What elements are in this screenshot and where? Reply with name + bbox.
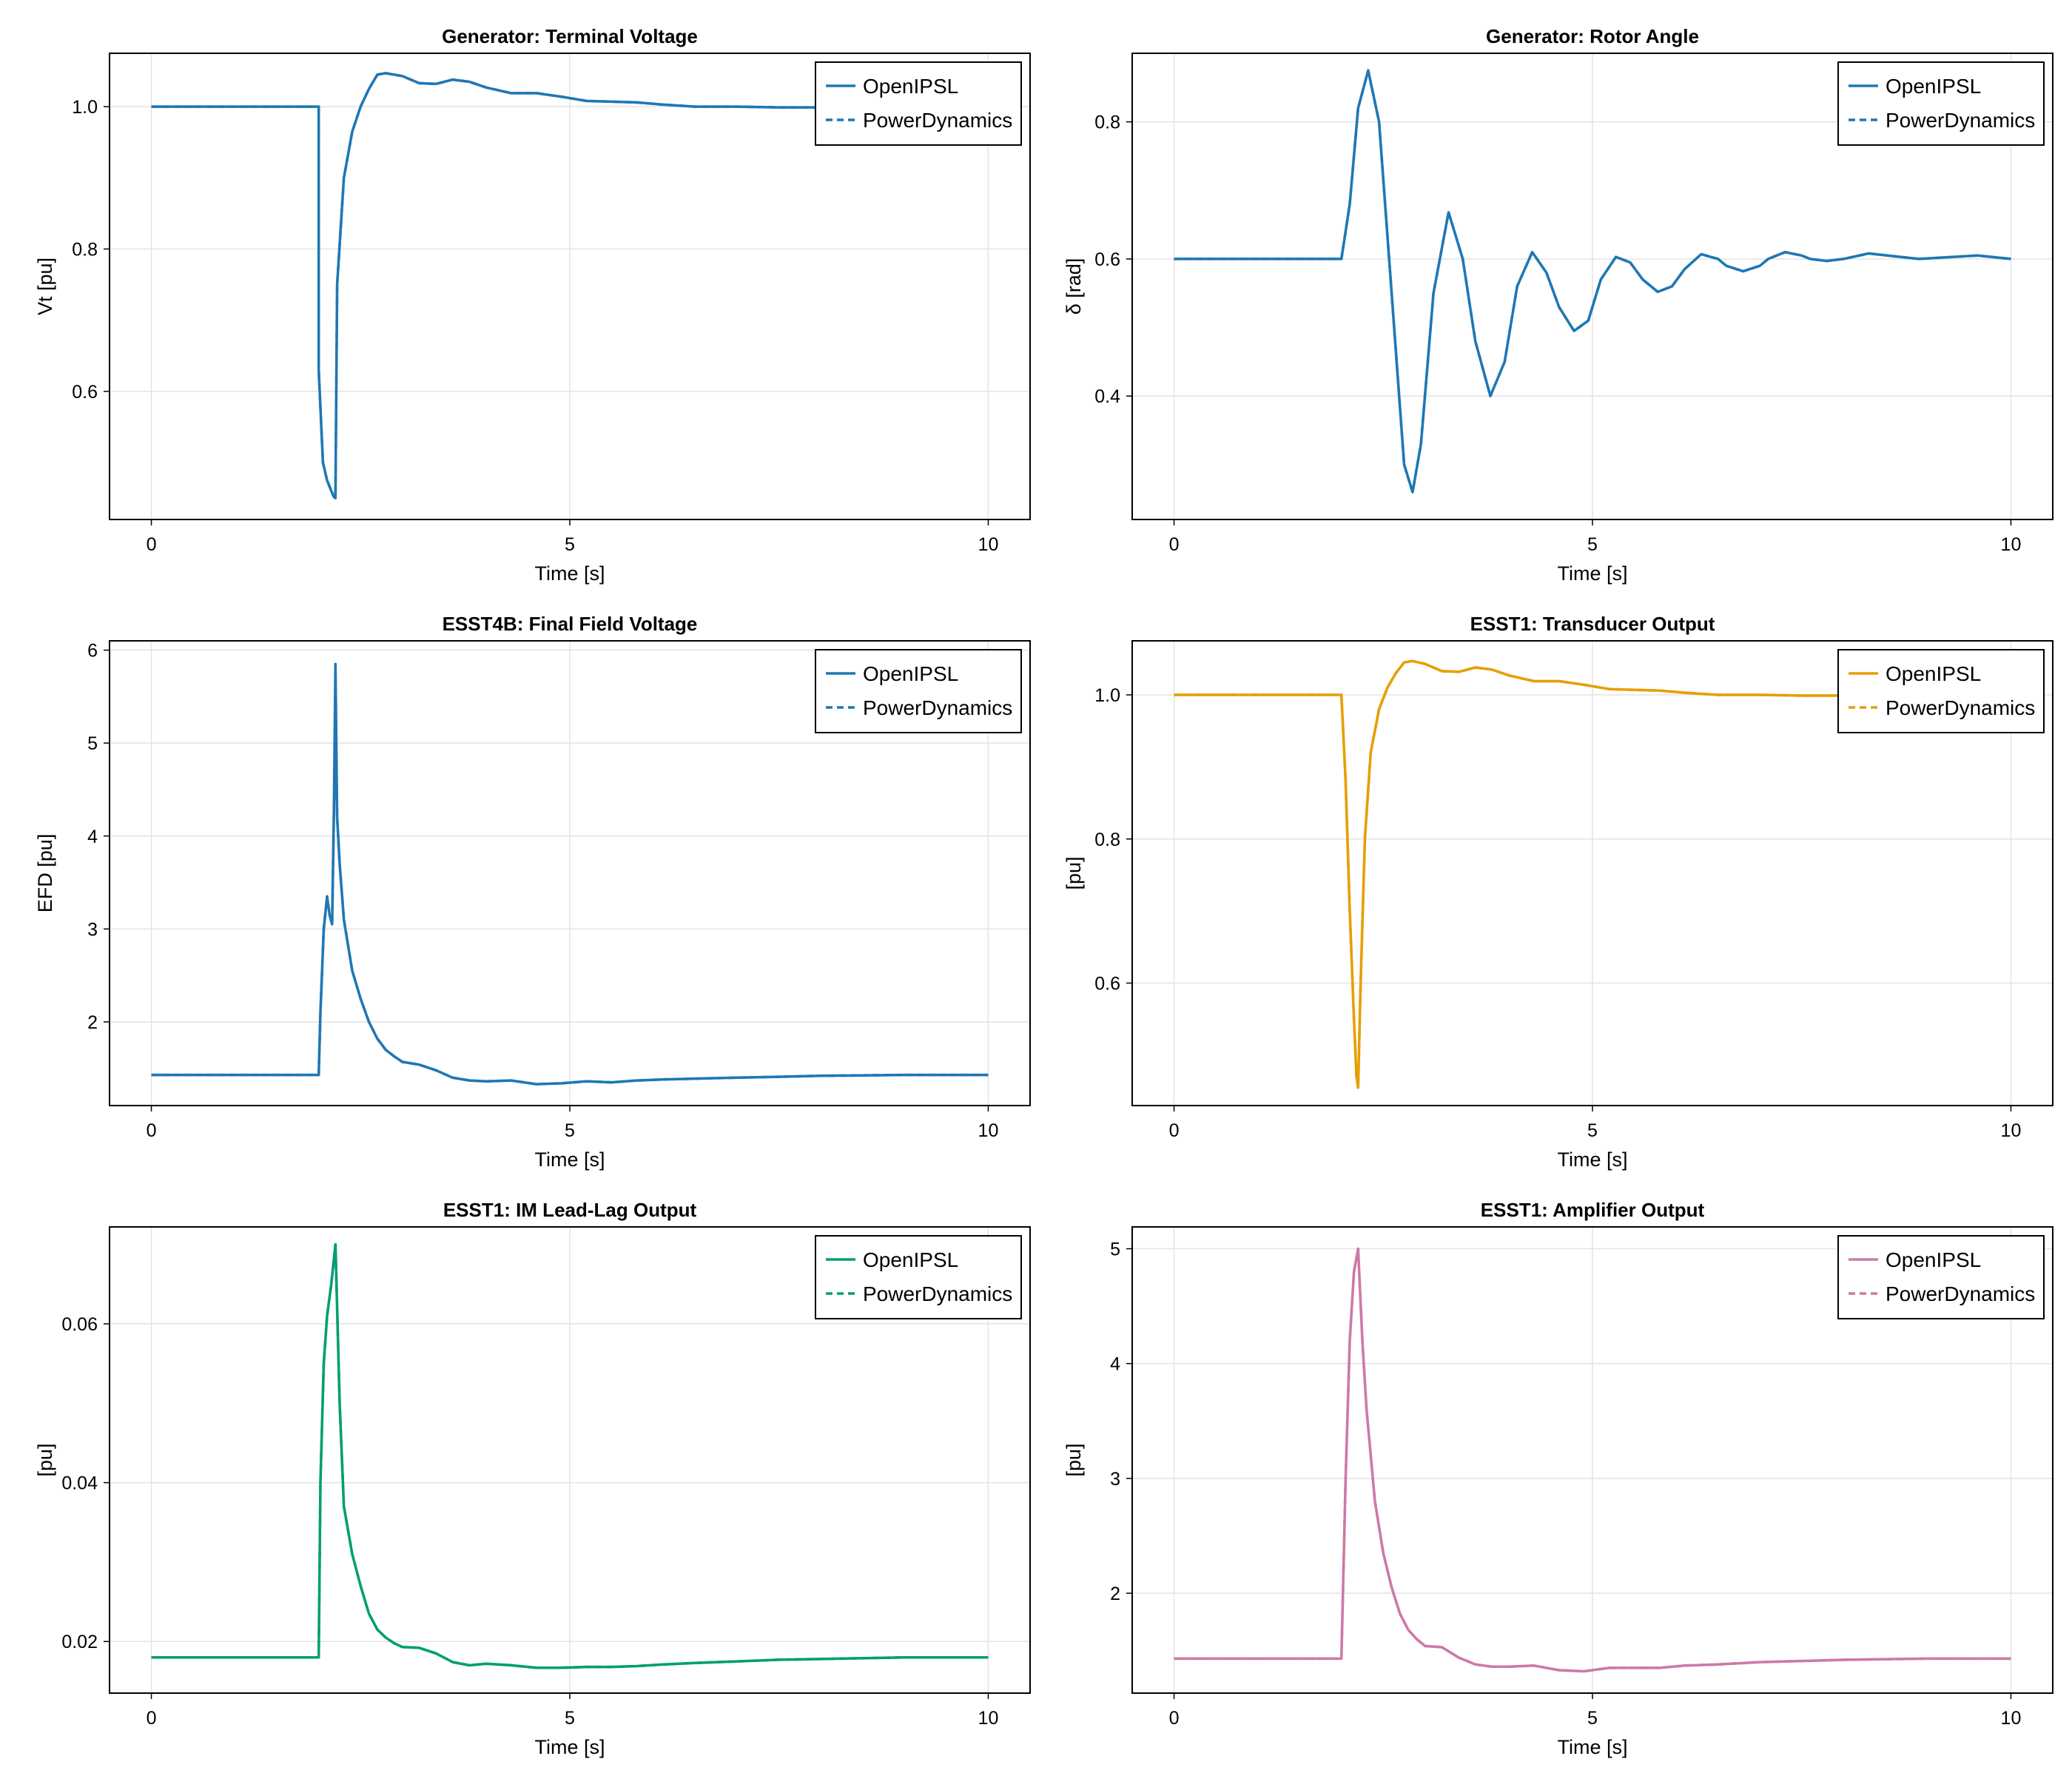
legend-label: PowerDynamics [863,696,1012,719]
x-tick-label: 0 [147,534,157,555]
y-tick-label: 0.6 [1094,973,1120,994]
series-line-powerdynamics [151,72,989,500]
y-tick-label: 3 [1110,1469,1120,1490]
legend-label: OpenIPSL [863,662,958,685]
y-axis-label: [pu] [34,1443,56,1476]
legend-label: OpenIPSL [1886,75,1981,98]
y-tick-label: 0.8 [1094,830,1120,850]
y-tick-label: 3 [87,919,98,940]
x-tick-label: 10 [978,534,999,555]
legend-box [815,1235,1022,1319]
y-tick-label: 0.8 [1094,112,1120,133]
legend: OpenIPSL PowerDynamics [815,61,1022,146]
legend-label: PowerDynamics [863,109,1012,132]
y-tick-label: 1.0 [72,97,98,118]
legend-label: PowerDynamics [1886,1282,2035,1305]
x-tick-label: 5 [1587,1708,1598,1729]
x-axis-label: Time [s] [1557,1148,1627,1171]
x-tick-label: 10 [978,1708,999,1729]
x-tick-label: 10 [978,1120,999,1141]
legend: OpenIPSL PowerDynamics [1837,1235,2045,1319]
x-axis-label: Time [s] [534,1148,605,1171]
series-line-powerdynamics [151,741,989,1086]
legend-box [1837,649,2045,733]
chart-title: ESST4B: Final Field Voltage [443,613,698,635]
x-tick-label: 5 [565,534,575,555]
x-tick-label: 0 [1169,534,1180,555]
legend-box [1837,1235,2045,1319]
legend-box [815,61,1022,146]
chart-title: ESST1: IM Lead-Lag Output [443,1199,697,1221]
y-tick-label: 2 [87,1012,98,1033]
x-tick-label: 5 [565,1120,575,1141]
x-tick-label: 5 [1587,534,1598,555]
chart-panel-5: 0 5 10 0.02 0.04 0.06 ESST1: IM Lead-Lag Outpu… [34,1199,1031,1758]
x-tick-label: 10 [2001,1708,2022,1729]
x-tick-label: 0 [1169,1708,1180,1729]
chart-panel-3: 0 5 10 2 3 4 5 6 ESST4B: Final Field Voltage Time… [34,613,1031,1171]
y-axis-label: [pu] [1063,1443,1085,1476]
y-tick-label: 0.6 [1094,249,1120,270]
y-tick-label: 0.4 [1094,386,1120,407]
y-tick-label: 1.0 [1094,685,1120,706]
series-line-powerdynamics [1174,1247,2011,1673]
y-tick-label: 0.6 [72,382,98,403]
x-tick-label: 5 [1587,1120,1598,1141]
y-tick-label: 5 [87,733,98,754]
y-tick-label: 0.8 [72,240,98,260]
legend-label: PowerDynamics [1886,109,2035,132]
legend-label: PowerDynamics [863,1282,1012,1305]
x-axis-label: Time [s] [534,1736,605,1758]
x-tick-label: 10 [2001,1120,2022,1141]
legend: OpenIPSL PowerDynamics [1837,649,2045,733]
y-tick-label: 0.06 [61,1314,98,1335]
legend-box [815,649,1022,733]
x-tick-label: 0 [147,1708,157,1729]
x-axis-label: Time [s] [1557,562,1627,585]
y-tick-label: 0.02 [61,1632,98,1652]
x-tick-label: 0 [1169,1120,1180,1141]
legend-label: OpenIPSL [863,75,958,98]
chart-title: ESST1: Transducer Output [1470,613,1715,635]
y-axis-label: EFD [pu] [34,834,56,913]
legend-label: PowerDynamics [1886,696,2035,719]
chart-panel-2: 0 5 10 0.4 0.6 0.8 Generator: Rotor Angle Time … [1063,25,2054,585]
legend: OpenIPSL PowerDynamics [815,649,1022,733]
legend: OpenIPSL PowerDynamics [815,1235,1022,1319]
chart-title: Generator: Terminal Voltage [442,25,698,47]
y-tick-label: 4 [1110,1354,1120,1375]
legend-label: OpenIPSL [863,1248,958,1271]
y-tick-label: 6 [87,641,98,662]
legend-label: OpenIPSL [1886,662,1981,685]
y-tick-label: 2 [1110,1584,1120,1604]
y-axis-label: δ [rad] [1063,258,1085,315]
y-tick-label: 4 [87,827,98,847]
legend: OpenIPSL PowerDynamics [1837,61,2045,146]
x-tick-label: 5 [565,1708,575,1729]
chart-panel-1: 0 5 10 0.6 0.8 1.0 Generator: Terminal Voltage… [34,25,1031,585]
x-axis-label: Time [s] [534,562,605,585]
chart-title: ESST1: Amplifier Output [1481,1199,1705,1221]
y-axis-label: Vt [pu] [34,258,56,315]
x-axis-label: Time [s] [1557,1736,1627,1758]
series-line-powerdynamics [1174,69,2011,494]
legend-label: OpenIPSL [1886,1248,1981,1271]
y-tick-label: 0.04 [61,1473,98,1494]
chart-title: Generator: Rotor Angle [1486,25,1699,47]
y-tick-label: 5 [1110,1239,1120,1259]
chart-panel-6: 0 5 10 2 3 4 5 ESST1: Amplifier Output Time [s] [… [1063,1199,2054,1758]
series-line-powerdynamics [151,1242,989,1669]
chart-panel-4: 0 5 10 0.6 0.8 1.0 ESST1: Transducer Output Tim… [1063,613,2054,1171]
x-tick-label: 10 [2001,534,2022,555]
series-line-powerdynamics [1174,659,2011,1089]
x-tick-label: 0 [147,1120,157,1141]
legend-box [1837,61,2045,146]
y-axis-label: [pu] [1063,856,1085,889]
